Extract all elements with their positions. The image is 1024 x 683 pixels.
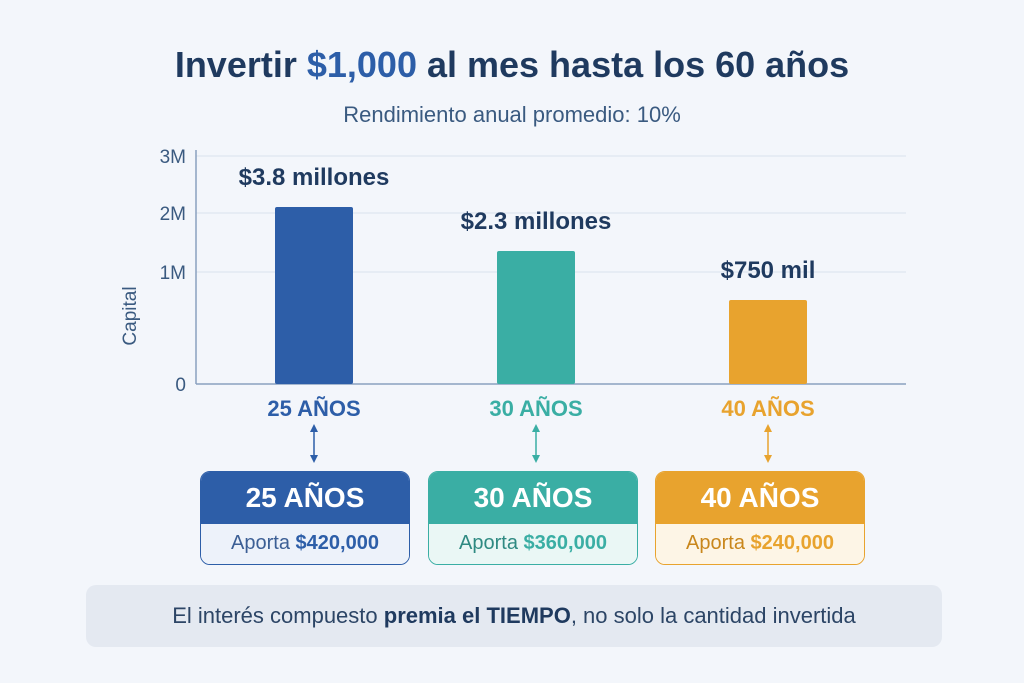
title-prefix: Invertir xyxy=(174,44,307,85)
x-tick-label: 30 AÑOS xyxy=(489,396,582,421)
card-title: 25 AÑOS xyxy=(201,472,409,524)
y-tick-label: 2M xyxy=(160,204,186,225)
chart-subtitle: Rendimiento anual promedio: 10% xyxy=(343,102,681,127)
data-label: $750 mil xyxy=(721,257,816,284)
arrow-down-head xyxy=(764,455,772,463)
aporta-value: $420,000 xyxy=(295,532,379,554)
x-tick-label: 25 AÑOS xyxy=(267,396,360,421)
banner-text-2: , no solo la cantidad invertida xyxy=(570,603,856,628)
aporta-label: Aporta xyxy=(459,532,524,554)
aporta-value: $360,000 xyxy=(523,532,607,554)
aporta-label: Aporta xyxy=(686,532,751,554)
card-aporta: Aporta $240,000 xyxy=(656,524,864,564)
arrow-down-head xyxy=(310,455,318,463)
x-tick-label: 40 AÑOS xyxy=(721,396,814,421)
conclusion-banner: El interés compuesto premia el TIEMPO, n… xyxy=(86,585,942,647)
aporta-label: Aporta xyxy=(231,532,296,554)
y-tick-label: 3M xyxy=(160,147,186,168)
card-title: 30 AÑOS xyxy=(429,472,637,524)
card-30-anos: 30 AÑOS Aporta $360,000 xyxy=(428,471,638,565)
banner-emphasis: premia el TIEMPO xyxy=(383,603,571,628)
card-aporta: Aporta $420,000 xyxy=(201,524,409,564)
y-axis-label: Capital xyxy=(120,286,141,345)
data-label: $3.8 millones xyxy=(239,164,390,191)
chart-title: Invertir $1,000 al mes hasta los 60 años xyxy=(0,44,1024,86)
arrow-down-head xyxy=(532,455,540,463)
y-tick-label: 1M xyxy=(160,263,186,284)
card-40-anos: 40 AÑOS Aporta $240,000 xyxy=(655,471,865,565)
card-title: 40 AÑOS xyxy=(656,472,864,524)
bar-1 xyxy=(275,207,353,384)
y-tick-label: 0 xyxy=(175,375,186,396)
bar-2 xyxy=(497,251,575,384)
arrow-up-head xyxy=(532,424,540,432)
aporta-value: $240,000 xyxy=(750,532,834,554)
title-amount: $1,000 xyxy=(306,44,417,85)
arrow-up-head xyxy=(764,424,772,432)
arrow-up-head xyxy=(310,424,318,432)
data-label: $2.3 millones xyxy=(461,208,612,235)
card-aporta: Aporta $360,000 xyxy=(429,524,637,564)
banner-text-1: El interés compuesto xyxy=(172,603,384,628)
card-25-anos: 25 AÑOS Aporta $420,000 xyxy=(200,471,410,565)
title-suffix: al mes hasta los 60 años xyxy=(416,44,850,85)
bar-3 xyxy=(729,300,807,384)
